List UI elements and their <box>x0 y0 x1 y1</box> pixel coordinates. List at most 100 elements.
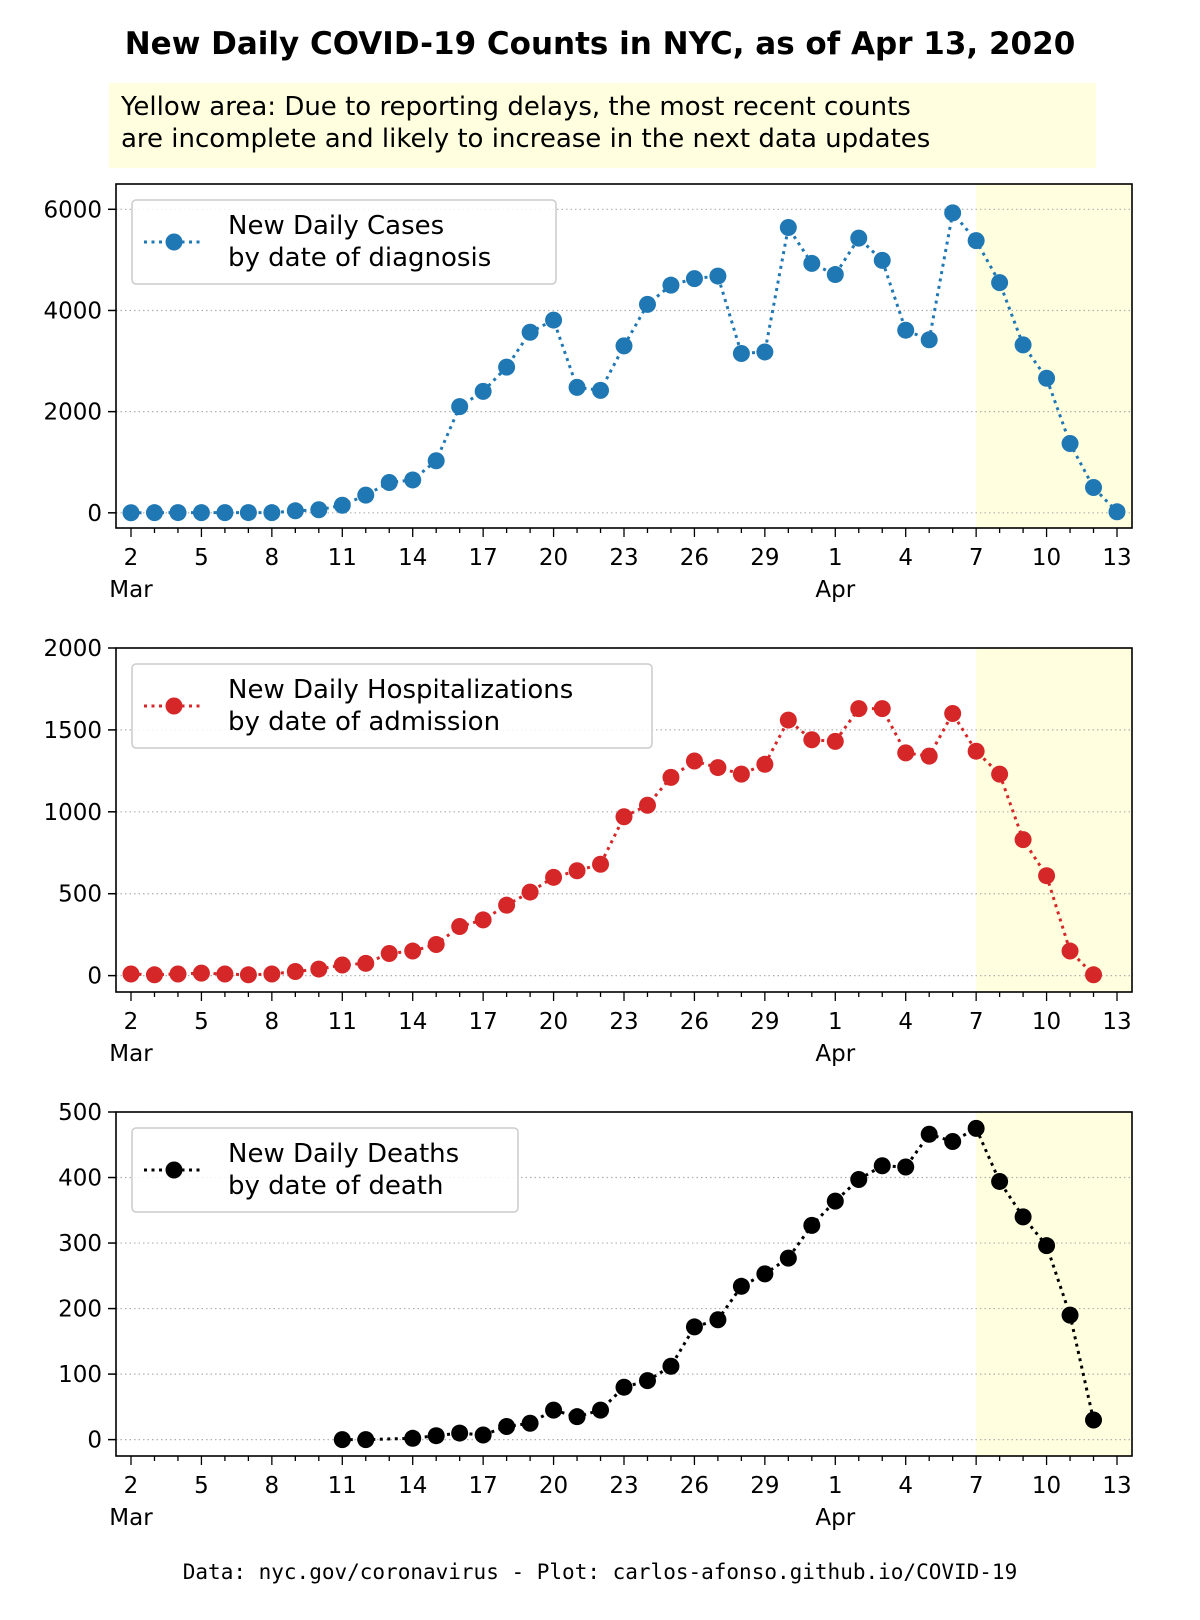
x-tick-label: 5 <box>194 1009 209 1035</box>
legend-box <box>131 663 653 749</box>
data-point <box>357 486 375 504</box>
legend-label: New Daily Hospitalizations <box>228 675 573 705</box>
data-point <box>991 765 1009 783</box>
data-point <box>803 731 821 749</box>
data-point <box>920 331 938 349</box>
legend-label: by date of death <box>228 1171 443 1201</box>
x-tick-label: 23 <box>609 1009 638 1035</box>
data-point <box>404 471 422 489</box>
x-tick-label: 4 <box>898 1473 913 1499</box>
data-point <box>897 1158 915 1176</box>
data-point <box>357 954 375 972</box>
data-point <box>967 232 985 250</box>
data-point <box>1014 1208 1032 1226</box>
x-tick-label: 23 <box>609 1473 638 1499</box>
x-tick-label: 1 <box>828 1009 843 1035</box>
data-point <box>239 504 257 522</box>
plot-frame <box>115 647 1133 993</box>
x-month-label: Mar <box>109 1041 153 1067</box>
x-tick-label: 26 <box>680 1473 709 1499</box>
x-tick-label: 23 <box>609 545 638 571</box>
data-point <box>592 381 610 399</box>
legend-label: by date of admission <box>228 707 500 737</box>
data-point <box>427 1427 445 1445</box>
data-point <box>122 504 140 522</box>
data-point <box>873 1157 891 1175</box>
x-tick-label: 17 <box>469 1009 498 1035</box>
data-point <box>944 705 962 723</box>
data-point <box>404 942 422 960</box>
data-point <box>521 1414 539 1432</box>
data-point <box>826 732 844 750</box>
data-point <box>498 896 516 914</box>
data-point <box>920 747 938 765</box>
x-tick-label: 2 <box>124 545 139 571</box>
x-tick-label: 17 <box>469 1473 498 1499</box>
legend-marker <box>165 1161 183 1179</box>
x-tick-label: 20 <box>539 1009 568 1035</box>
data-point <box>873 251 891 269</box>
data-point <box>944 204 962 222</box>
data-point <box>239 966 257 984</box>
data-point <box>357 1431 375 1449</box>
x-tick-label: 14 <box>398 1009 427 1035</box>
data-point <box>216 965 234 983</box>
data-point <box>615 1378 633 1396</box>
x-tick-label: 10 <box>1032 1009 1061 1035</box>
data-point <box>404 1429 422 1447</box>
x-tick-label: 26 <box>680 545 709 571</box>
data-point <box>145 966 163 984</box>
data-point <box>169 504 187 522</box>
x-month-label: Mar <box>109 1505 153 1531</box>
data-point <box>145 504 163 522</box>
data-point <box>826 1192 844 1210</box>
x-tick-label: 14 <box>398 545 427 571</box>
y-tick-label: 100 <box>58 1362 102 1388</box>
data-point <box>451 1424 469 1442</box>
data-point <box>850 1170 868 1188</box>
data-point <box>944 1132 962 1150</box>
data-point <box>1038 1237 1056 1255</box>
x-tick-label: 20 <box>539 1473 568 1499</box>
data-point <box>568 1408 586 1426</box>
x-tick-label: 17 <box>469 545 498 571</box>
x-month-label: Mar <box>109 577 153 603</box>
x-tick-label: 7 <box>969 1009 984 1035</box>
data-point <box>615 337 633 355</box>
data-point <box>709 267 727 285</box>
data-point <box>592 1401 610 1419</box>
x-month-label: Apr <box>815 1041 855 1067</box>
data-point <box>638 796 656 814</box>
data-point <box>967 742 985 760</box>
legend-box <box>131 199 557 285</box>
y-tick-label: 500 <box>58 1100 102 1126</box>
data-point <box>756 343 774 361</box>
data-point <box>1038 369 1056 387</box>
chart-title: New Daily COVID-19 Counts in NYC, as of … <box>124 26 1076 62</box>
data-point <box>474 911 492 929</box>
data-point <box>169 965 187 983</box>
x-tick-label: 1 <box>828 1473 843 1499</box>
x-tick-label: 8 <box>265 1009 280 1035</box>
data-point <box>1061 942 1079 960</box>
data-point <box>474 1426 492 1444</box>
data-point <box>897 321 915 339</box>
data-point <box>1061 435 1079 453</box>
x-tick-label: 20 <box>539 545 568 571</box>
data-point <box>803 1216 821 1234</box>
data-point <box>756 755 774 773</box>
x-tick-label: 29 <box>750 1473 779 1499</box>
data-point <box>592 855 610 873</box>
x-month-label: Apr <box>815 1505 855 1531</box>
x-tick-label: 13 <box>1102 1473 1131 1499</box>
x-month-label: Apr <box>815 577 855 603</box>
x-tick-label: 13 <box>1102 1009 1131 1035</box>
x-tick-label: 7 <box>969 1473 984 1499</box>
y-tick-label: 4000 <box>43 298 102 324</box>
data-point <box>286 963 304 981</box>
data-point <box>873 700 891 718</box>
